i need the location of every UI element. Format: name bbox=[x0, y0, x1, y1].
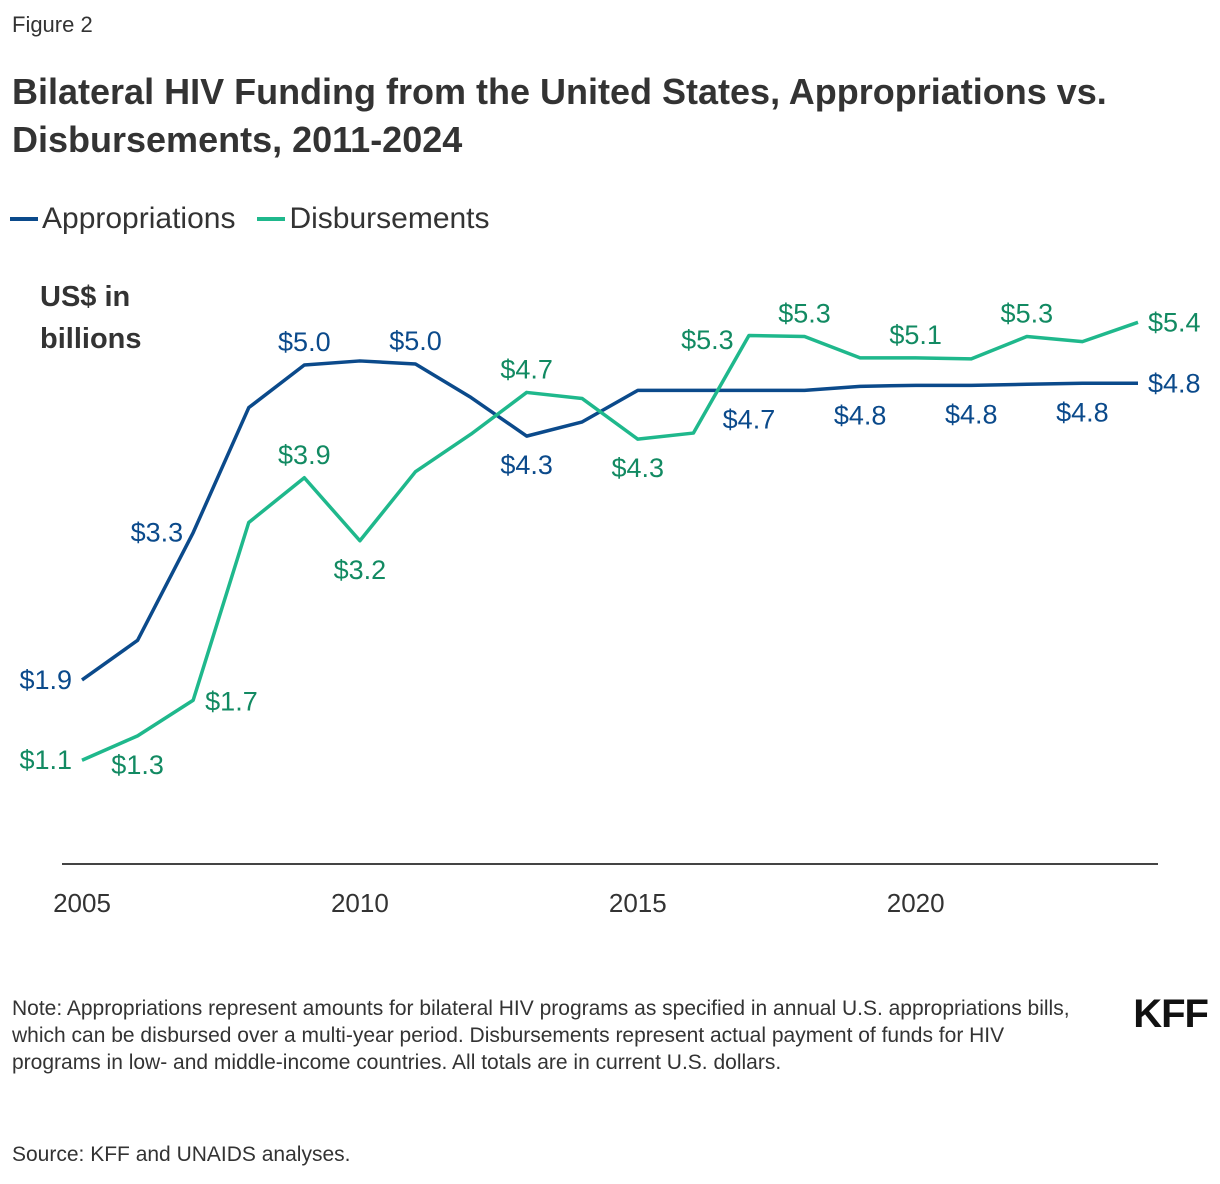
series-line-appropriations bbox=[80, 359, 1138, 682]
data-label-disbursements: $4.7 bbox=[500, 354, 553, 384]
legend-item-disbursements: Disbursements bbox=[257, 202, 490, 236]
data-label-appropriations: $5.0 bbox=[278, 327, 331, 357]
data-label-disbursements: $4.3 bbox=[612, 453, 665, 483]
series-line-disbursements bbox=[81, 320, 1139, 762]
y-axis-label: US$ in billions bbox=[40, 281, 142, 355]
data-label-disbursements: $3.2 bbox=[334, 555, 387, 585]
data-label-disbursements: $1.7 bbox=[205, 686, 258, 716]
data-label-disbursements: $1.3 bbox=[111, 750, 164, 780]
legend-label-appropriations: Appropriations bbox=[42, 202, 236, 235]
line-chart: US$ in billions 2005 2010 2015 2020 $1.9 $3.… bbox=[19, 281, 1200, 918]
x-tick-label: 2010 bbox=[331, 888, 389, 918]
data-label-appropriations: $4.8 bbox=[834, 400, 887, 430]
legend: Appropriations Disbursements bbox=[10, 202, 490, 236]
data-label-disbursements: $5.3 bbox=[1001, 299, 1054, 329]
data-label-disbursements: $5.1 bbox=[889, 320, 942, 350]
data-label-disbursements: $3.9 bbox=[278, 440, 331, 470]
chart-source: Source: KFF and UNAIDS analyses. bbox=[12, 1143, 351, 1166]
kff-logo: KFF bbox=[1133, 992, 1209, 1036]
y-axis-label-line-2: billions bbox=[40, 323, 142, 355]
data-label-appropriations: $4.3 bbox=[500, 450, 553, 480]
chart-note: Note: Appropriations represent amounts f… bbox=[12, 997, 1070, 1074]
data-label-appropriations: $4.8 bbox=[1056, 397, 1109, 427]
x-tick-label: 2015 bbox=[609, 888, 667, 918]
x-axis-ticks: 2005 2010 2015 2020 bbox=[53, 888, 945, 918]
data-label-appropriations: $3.3 bbox=[131, 518, 184, 548]
legend-swatch-appropriations bbox=[10, 217, 38, 221]
data-label-appropriations: $5.0 bbox=[389, 326, 442, 356]
x-tick-label: 2005 bbox=[53, 888, 111, 918]
data-label-appropriations: $4.8 bbox=[945, 399, 998, 429]
data-label-disbursements: $5.3 bbox=[778, 299, 831, 329]
data-label-disbursements: $5.4 bbox=[1148, 307, 1201, 337]
x-tick-label: 2020 bbox=[887, 888, 945, 918]
data-label-disbursements: $5.3 bbox=[681, 325, 734, 355]
y-axis-label-line-1: US$ in bbox=[40, 281, 130, 313]
chart-title: Bilateral HIV Funding from the United St… bbox=[12, 71, 1107, 160]
legend-swatch-disbursements bbox=[257, 217, 286, 221]
legend-label-disbursements: Disbursements bbox=[289, 202, 490, 235]
data-label-appropriations: $4.7 bbox=[723, 404, 776, 434]
data-labels: $1.9 $3.3 $5.0 $5.0 $4.3 $4.7 $4.8 $4.8 $4.8 $4.8… bbox=[19, 299, 1200, 780]
data-label-appropriations: $1.9 bbox=[19, 665, 72, 695]
legend-item-appropriations: Appropriations bbox=[10, 202, 235, 236]
data-label-appropriations: $4.8 bbox=[1148, 368, 1201, 398]
data-label-disbursements: $1.1 bbox=[19, 745, 72, 775]
series-lines bbox=[80, 320, 1139, 762]
figure-label: Figure 2 bbox=[12, 12, 93, 37]
